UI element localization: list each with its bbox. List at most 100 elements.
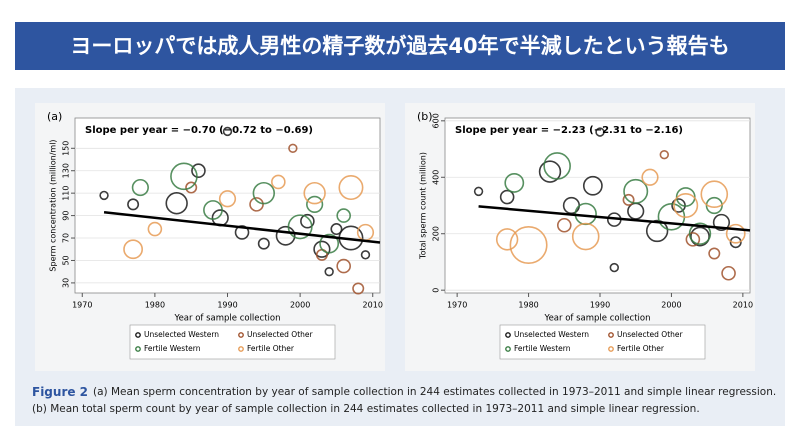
- y-tick-label: 0: [432, 288, 441, 293]
- bubble: [288, 143, 298, 153]
- bubble: [257, 237, 270, 250]
- panel-label: (a): [47, 110, 62, 123]
- x-tick-label: 2000: [661, 301, 681, 310]
- bubble: [249, 197, 264, 212]
- caption-line: Figure 2 (a) Mean sperm concentration by …: [32, 385, 776, 399]
- bubble: [313, 240, 331, 258]
- annotation: Slope per year = −0.70 (−0.72 to −0.69): [85, 125, 313, 136]
- legend-marker: [608, 332, 614, 338]
- bubble: [641, 168, 659, 186]
- y-axis-label: Total sperm count (million): [419, 152, 428, 260]
- bubble: [729, 236, 742, 249]
- y-tick-label: 110: [62, 186, 71, 201]
- bubble: [700, 180, 729, 209]
- bubble: [330, 223, 343, 236]
- x-axis-label: Year of sample collection: [174, 314, 281, 324]
- bubble: [721, 265, 736, 281]
- legend-label: Fertile Other: [617, 344, 665, 353]
- bubble: [685, 232, 701, 247]
- bubble: [287, 214, 313, 240]
- legend-marker: [135, 332, 141, 338]
- y-tick-label: 50: [62, 255, 71, 265]
- bubble: [336, 258, 351, 274]
- bubble: [170, 162, 198, 191]
- bubble: [556, 217, 572, 233]
- legend-label: Fertile Western: [514, 344, 571, 353]
- bubble: [712, 213, 731, 232]
- bubble: [360, 250, 371, 260]
- bubble: [338, 175, 364, 201]
- legend-box: [129, 324, 336, 360]
- annotation: Slope per year = −2.23 (−2.31 to −2.16): [455, 125, 683, 136]
- bubble: [708, 247, 721, 260]
- bubble: [191, 163, 206, 179]
- header-title: ヨーロッパでは成人男性の精子数が過去40年で半減したという報告も: [70, 34, 729, 58]
- bubble: [509, 226, 548, 265]
- caption-label: Figure 2: [32, 385, 88, 399]
- bubble: [185, 181, 198, 194]
- bubble: [645, 219, 669, 243]
- y-tick-label: 600: [432, 113, 441, 128]
- y-tick-label: 400: [432, 170, 441, 185]
- x-tick-label: 2000: [290, 301, 310, 310]
- bubble: [222, 126, 233, 137]
- bubble: [147, 221, 163, 237]
- legend-label: Unselected Western: [144, 330, 219, 339]
- bubble: [659, 149, 669, 160]
- bubble: [324, 266, 334, 277]
- x-tick-label: 1980: [518, 301, 538, 310]
- y-tick-label: 70: [62, 233, 71, 243]
- chart: 0 200 400 600 1970 1980 1990 2000 2010 Year of sa…: [405, 103, 755, 371]
- legend-marker: [608, 346, 614, 352]
- y-tick-label: 130: [62, 163, 71, 178]
- legend-marker: [238, 346, 244, 352]
- bubble: [336, 208, 351, 223]
- legend-marker: [505, 332, 511, 338]
- bubble: [495, 228, 519, 251]
- x-tick-label: 1980: [145, 301, 165, 310]
- bubble: [300, 213, 315, 229]
- legend-marker: [135, 346, 141, 352]
- x-tick-label: 1970: [72, 301, 92, 310]
- y-tick-label: 90: [62, 211, 71, 221]
- bubble: [131, 178, 149, 197]
- bubble: [234, 225, 250, 240]
- bubble: [725, 223, 746, 244]
- bubble: [473, 186, 484, 197]
- bubble: [688, 222, 712, 245]
- x-tick-label: 2010: [733, 301, 753, 310]
- legend-label: Fertile Other: [247, 344, 295, 353]
- plot-area: [444, 117, 751, 294]
- caption-text: (a) Mean sperm concentration by year of …: [93, 386, 776, 398]
- bubble: [595, 127, 605, 137]
- legend-box: [499, 324, 706, 360]
- y-tick-label: 200: [432, 226, 441, 241]
- bubble: [504, 173, 525, 193]
- bubble: [303, 181, 326, 205]
- bubble: [123, 239, 143, 260]
- bubble: [543, 152, 571, 180]
- legend-label: Fertile Western: [144, 344, 201, 353]
- bubble: [609, 262, 619, 273]
- bubble: [218, 190, 237, 208]
- bubble: [127, 198, 140, 211]
- bubble: [99, 190, 109, 201]
- legend-marker: [505, 346, 511, 352]
- x-tick-label: 2010: [363, 301, 383, 310]
- bubble: [622, 193, 635, 206]
- legend-label: Unselected Western: [514, 330, 589, 339]
- bubble: [306, 195, 324, 213]
- x-tick-label: 1990: [217, 301, 237, 310]
- fit-line: [478, 205, 751, 232]
- y-tick-label: 150: [62, 141, 71, 156]
- bubble: [275, 225, 296, 246]
- bubble: [673, 193, 699, 219]
- bubble: [582, 175, 603, 196]
- bubble: [203, 200, 223, 220]
- x-tick-label: 1970: [447, 301, 467, 310]
- panel-label: (b): [417, 110, 433, 123]
- bubble: [571, 222, 600, 251]
- y-axis-label: Sperm concentration (million/ml): [49, 139, 58, 271]
- legend-marker: [238, 332, 244, 338]
